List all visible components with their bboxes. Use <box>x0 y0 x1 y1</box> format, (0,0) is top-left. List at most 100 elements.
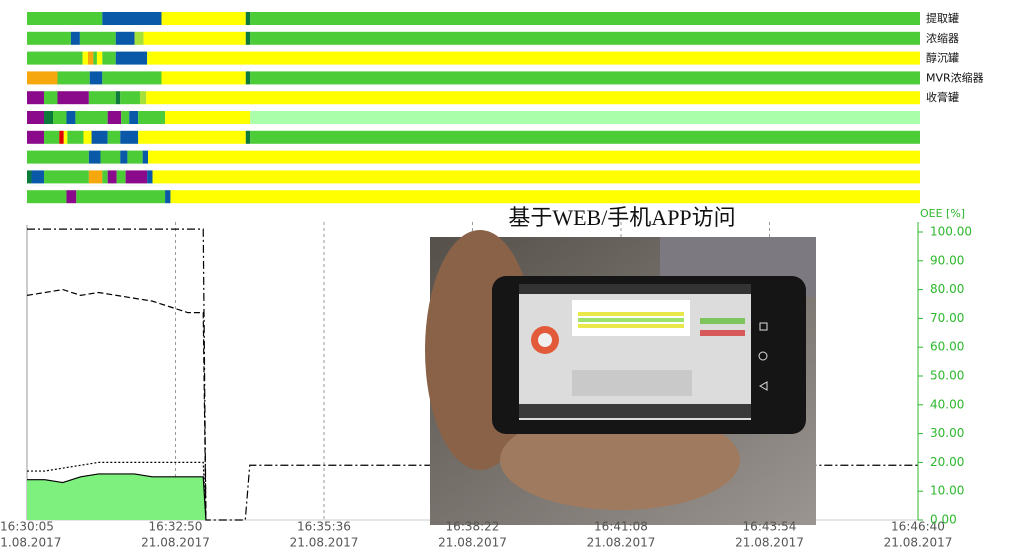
x-tick-date: 21.08.2017 <box>884 536 953 549</box>
state-segment <box>44 170 89 183</box>
state-segment <box>64 131 68 144</box>
state-segment <box>161 12 245 25</box>
state-segment <box>120 131 138 144</box>
y-tick-label: 10.00 <box>930 484 964 498</box>
state-segment <box>83 131 91 144</box>
state-segment <box>102 71 161 84</box>
state-segment <box>89 151 101 164</box>
x-tick-label: 16:32:50 <box>149 520 203 534</box>
state-segment <box>31 170 44 183</box>
y-tick-label: 70.00 <box>930 311 964 325</box>
state-segment <box>83 52 88 65</box>
state-segment <box>53 111 66 124</box>
row-label: MVR浓缩器 <box>926 71 984 84</box>
state-segment <box>89 91 116 104</box>
x-tick-date: 21.08.2017 <box>0 536 61 549</box>
state-segment <box>108 131 121 144</box>
state-segment <box>246 71 250 84</box>
y-tick-label: 60.00 <box>930 340 964 354</box>
state-segment <box>138 111 165 124</box>
state-segment <box>250 71 920 84</box>
state-segment <box>44 111 53 124</box>
state-segment <box>27 32 71 45</box>
state-segment <box>27 151 89 164</box>
row-label: 醇沉罐 <box>926 51 959 65</box>
state-segment <box>135 32 144 45</box>
state-segment <box>127 151 142 164</box>
state-segment <box>246 131 250 144</box>
state-segment <box>89 170 102 183</box>
state-segment <box>27 52 83 65</box>
state-segment <box>57 91 88 104</box>
row-label: 浓缩器 <box>926 32 959 45</box>
state-segment <box>170 190 920 203</box>
state-segment <box>250 131 920 144</box>
state-segment <box>250 111 920 124</box>
state-segment <box>126 170 148 183</box>
state-segment <box>117 170 126 183</box>
state-segment <box>71 32 80 45</box>
state-segment <box>108 170 117 183</box>
state-segment <box>66 111 75 124</box>
state-segment <box>148 151 920 164</box>
y-tick-label: 80.00 <box>930 282 964 296</box>
y-tick-label: 40.00 <box>930 397 964 411</box>
state-segment <box>250 32 920 45</box>
state-segment <box>66 190 76 203</box>
state-segment <box>140 91 146 104</box>
state-segment <box>144 32 246 45</box>
state-segment <box>27 111 44 124</box>
state-segment <box>147 52 920 65</box>
state-segment <box>92 131 108 144</box>
state-segment <box>93 52 97 65</box>
y-tick-label: 50.00 <box>930 369 964 383</box>
state-segment <box>246 32 250 45</box>
y-tick-label: 20.00 <box>930 455 964 469</box>
state-segment <box>120 151 127 164</box>
state-segment <box>27 131 44 144</box>
state-segment <box>59 131 63 144</box>
state-segment <box>76 190 165 203</box>
state-segment <box>57 71 89 84</box>
x-tick-label: 16:43:54 <box>743 520 797 534</box>
state-segment <box>27 12 102 25</box>
state-segment <box>143 151 148 164</box>
row-label: 提取罐 <box>926 12 959 25</box>
y-tick-label: 100.00 <box>930 225 972 239</box>
phone-photo <box>425 230 816 525</box>
row-label: 收膏罐 <box>926 90 959 104</box>
state-segment <box>102 170 107 183</box>
y-tick-label: 0.00 <box>930 513 957 527</box>
y-axis-label: OEE [%] <box>920 207 965 220</box>
state-segment <box>102 12 161 25</box>
state-segment <box>116 91 120 104</box>
y-tick-label: 90.00 <box>930 253 964 267</box>
state-segment <box>108 111 121 124</box>
state-segment <box>44 91 57 104</box>
state-segment <box>102 52 115 65</box>
state-segment <box>101 151 121 164</box>
state-segment <box>88 52 93 65</box>
state-segment <box>27 170 31 183</box>
state-segment <box>67 131 83 144</box>
state-segment <box>27 71 57 84</box>
state-segment <box>246 12 250 25</box>
x-tick-date: 21.08.2017 <box>587 536 656 549</box>
state-segment <box>129 111 138 124</box>
state-segment <box>75 111 107 124</box>
x-tick-label: 16:35:36 <box>297 520 351 534</box>
state-segment <box>120 91 140 104</box>
state-segment <box>147 170 152 183</box>
state-segment <box>165 190 170 203</box>
state-segment <box>90 71 103 84</box>
state-segment <box>27 91 44 104</box>
state-segment <box>116 52 147 65</box>
state-segment <box>80 32 116 45</box>
state-segment <box>146 91 920 104</box>
x-tick-date: 21.08.2017 <box>438 536 507 549</box>
x-tick-date: 21.08.2017 <box>735 536 804 549</box>
x-tick-label: 16:38:22 <box>446 520 500 534</box>
state-segment <box>121 111 129 124</box>
overlay-title: 基于WEB/手机APP访问 <box>508 205 735 230</box>
state-segment <box>153 170 920 183</box>
